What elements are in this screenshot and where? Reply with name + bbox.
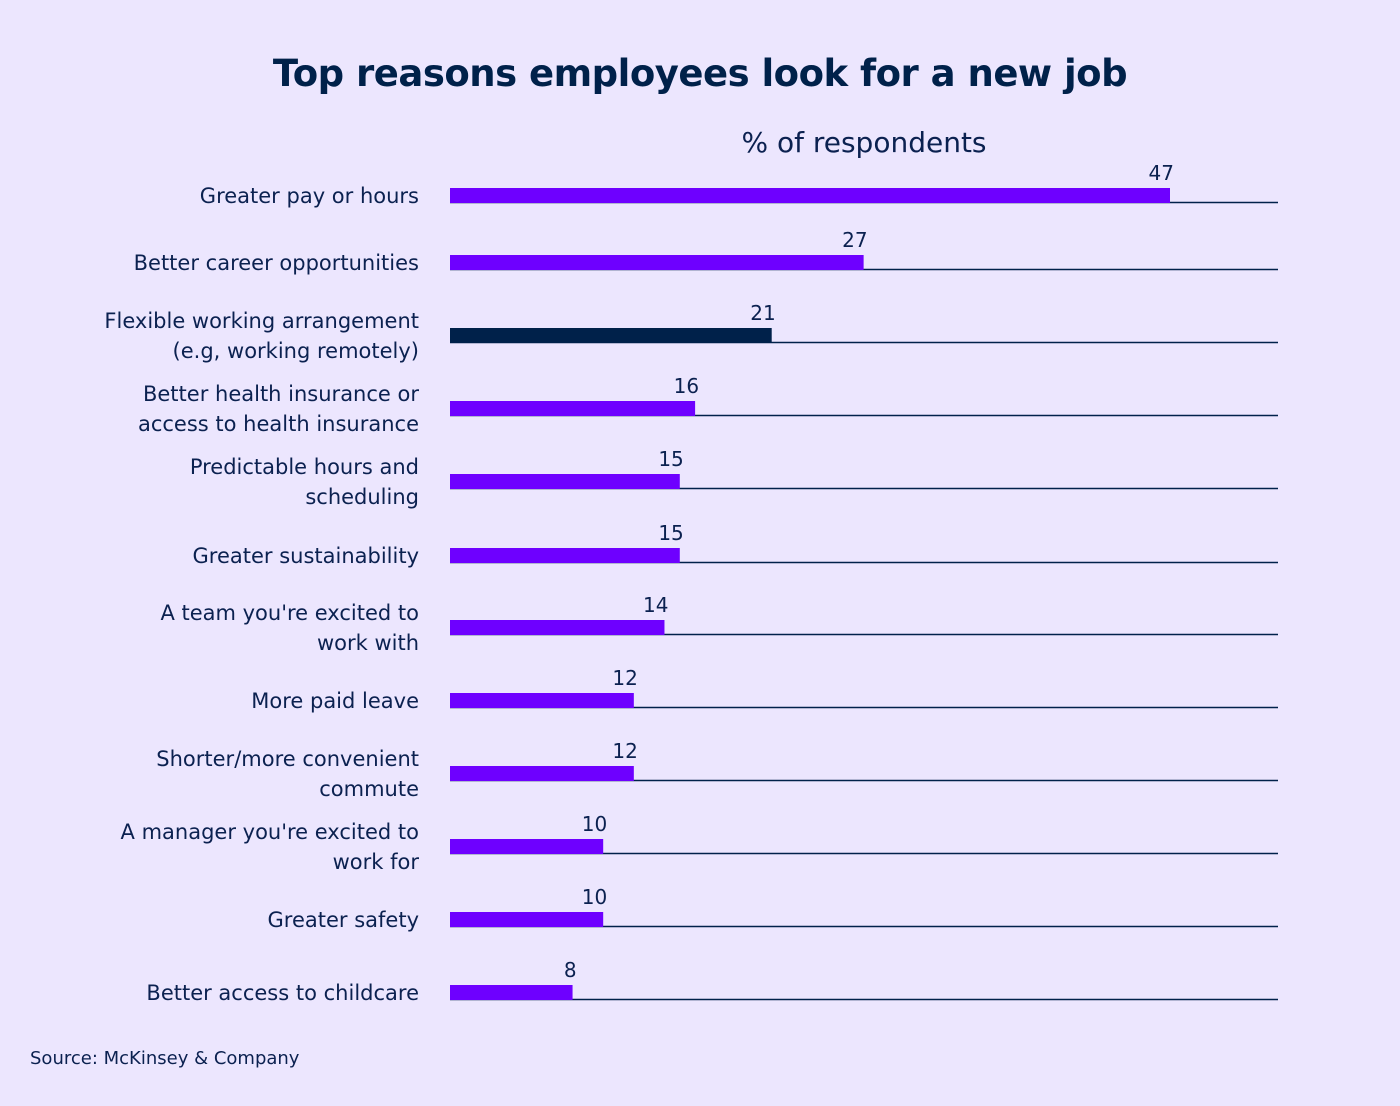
bar	[450, 401, 696, 416]
category-label: Better career opportunities	[134, 251, 419, 275]
category-label: Shorter/more convenient commute	[156, 747, 419, 801]
category-label: More paid leave	[251, 689, 419, 713]
data-label: 15	[658, 521, 683, 545]
category-label: Predictable hours and scheduling	[190, 455, 419, 509]
category-label: Flexible working arrangement (e.g, workin…	[104, 309, 419, 363]
chart-title: Top reasons employees look for a new job	[272, 52, 1128, 95]
data-label: 47	[1149, 161, 1174, 185]
category-label: A team you're excited to work with	[160, 601, 419, 655]
bar	[450, 912, 604, 927]
data-label: 14	[643, 593, 668, 617]
category-label: Better access to childcare	[146, 981, 419, 1005]
bar	[450, 693, 634, 708]
data-label: 15	[658, 447, 683, 471]
data-label: 12	[612, 739, 637, 763]
category-label: Greater sustainability	[193, 544, 420, 568]
bar	[450, 188, 1170, 203]
bar	[450, 620, 665, 635]
bar	[450, 474, 680, 489]
category-label: A manager you're excited to work for	[121, 820, 420, 874]
category-label: Greater pay or hours	[200, 184, 419, 208]
data-label: 21	[750, 301, 775, 325]
bar	[450, 328, 772, 343]
bar	[450, 985, 573, 1000]
data-label: 16	[674, 374, 699, 398]
bar	[450, 839, 604, 854]
data-label: 10	[582, 812, 607, 836]
bar	[450, 766, 634, 781]
data-label: 8	[564, 958, 577, 982]
x-axis-label: % of respondents	[741, 126, 987, 159]
source-note: Source: McKinsey & Company	[30, 1048, 300, 1069]
category-label: Better health insurance or access to heal…	[138, 382, 419, 436]
category-label: Greater safety	[268, 908, 419, 932]
data-label: 10	[582, 885, 607, 909]
data-label: 27	[842, 228, 867, 252]
bar	[450, 255, 864, 270]
data-label: 12	[612, 666, 637, 690]
bar	[450, 548, 680, 563]
